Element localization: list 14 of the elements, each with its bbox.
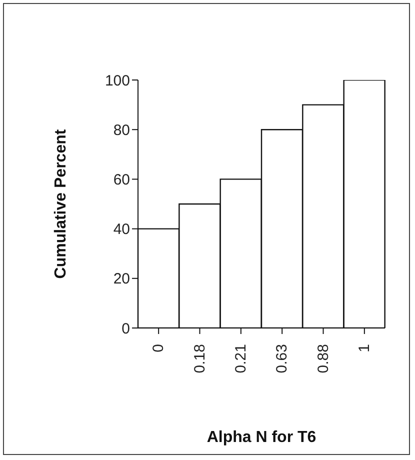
y-tick-label: 40: [113, 221, 130, 238]
x-tick-label: 0.18: [191, 344, 208, 374]
y-tick-label: 0: [122, 320, 130, 338]
y-tick-label: 80: [113, 122, 130, 139]
y-tick-label: 60: [113, 172, 130, 189]
x-tick-label: 0.88: [314, 344, 332, 374]
y-tick-label: 20: [113, 270, 130, 288]
x-tick-label: 0.63: [274, 344, 291, 374]
y-tick-label: 100: [104, 72, 130, 90]
x-tick-label: 1: [356, 344, 373, 352]
x-tick-label: 0.21: [232, 344, 250, 374]
x-axis-title: Alpha N for T6: [206, 429, 316, 446]
x-tick-label: 0: [150, 344, 168, 352]
y-axis-title: Cumulative Percent: [52, 128, 70, 279]
